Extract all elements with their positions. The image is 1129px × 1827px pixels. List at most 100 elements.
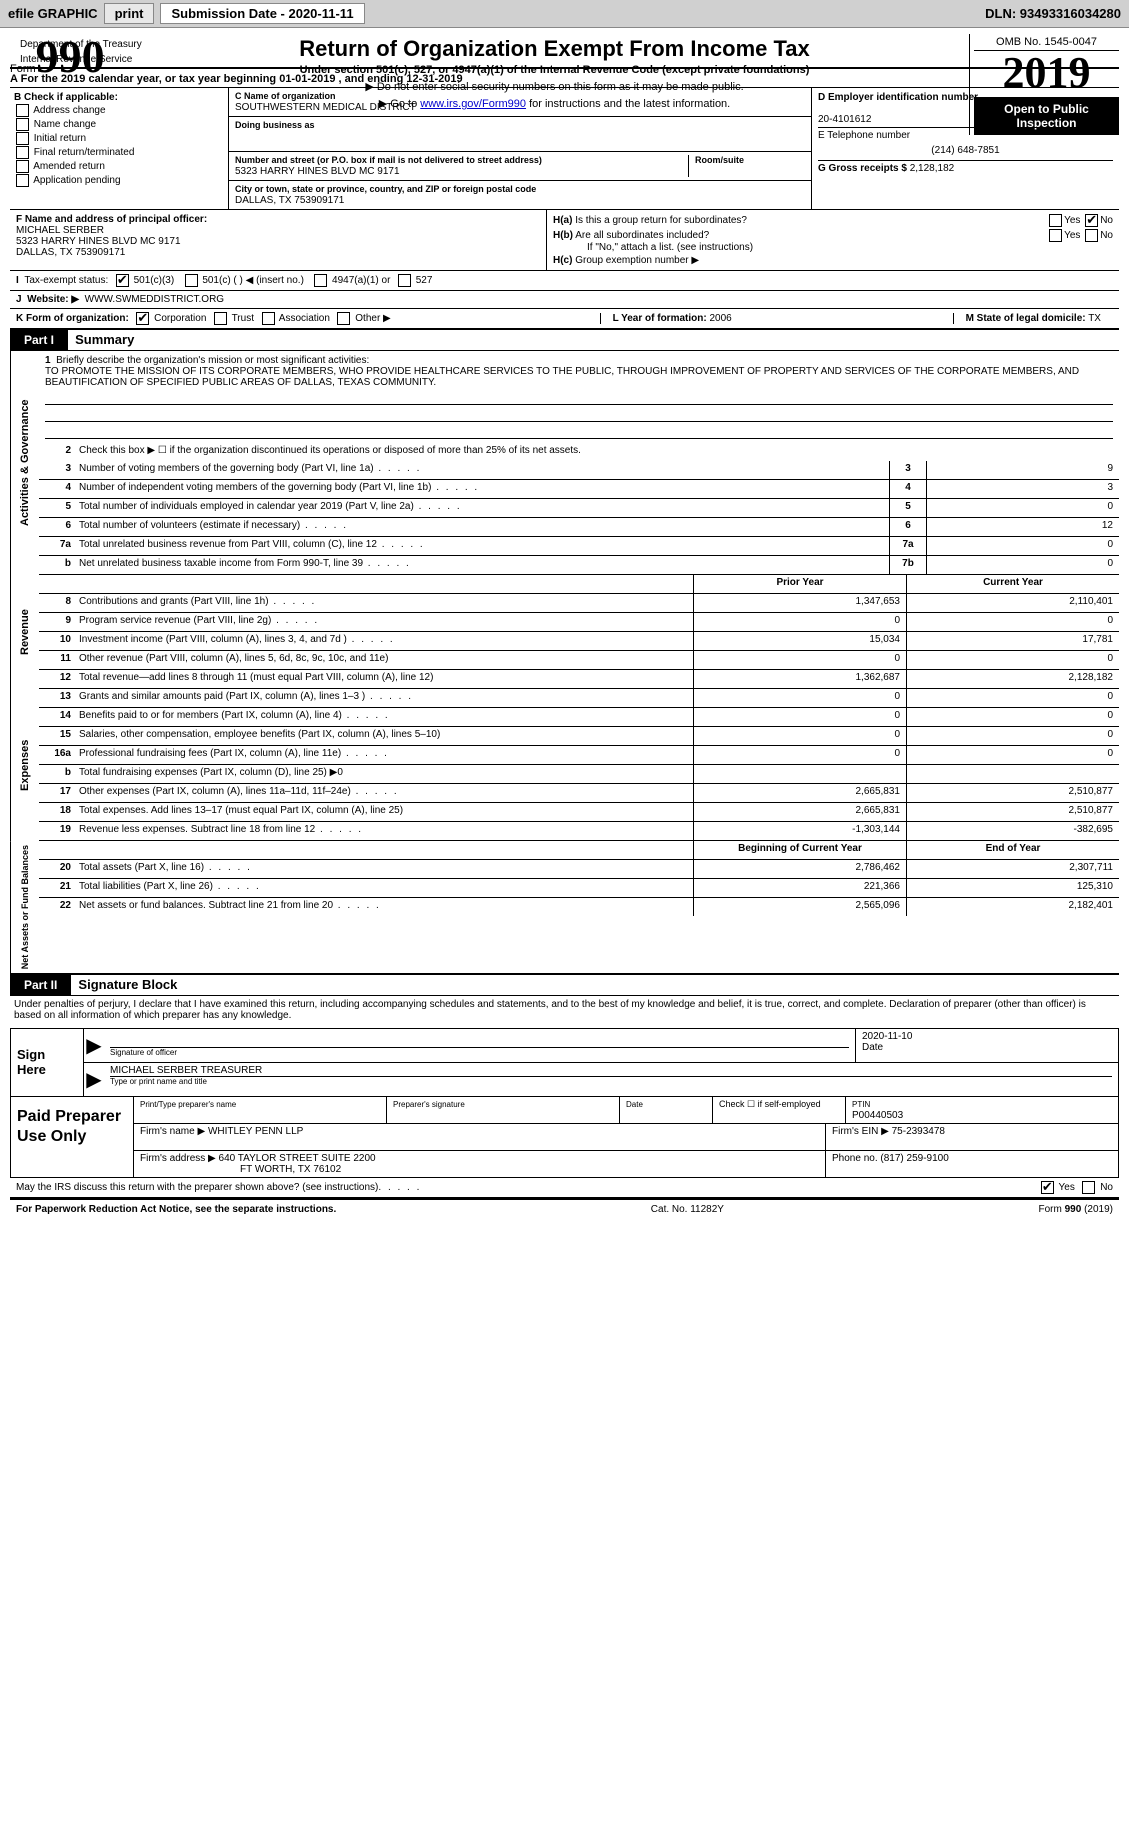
firm-ein: 75-2393478	[892, 1126, 945, 1137]
website-row: J Website: ▶ WWW.SWMEDDISTRICT.ORG	[10, 291, 1119, 309]
l10-curr: 17,781	[906, 632, 1119, 650]
chk-application[interactable]: Application pending	[14, 174, 224, 187]
chk-final[interactable]: Final return/terminated	[14, 146, 224, 159]
catalog-number: Cat. No. 11282Y	[651, 1204, 724, 1215]
arrow-icon: ▶	[84, 1063, 104, 1096]
discuss-yes[interactable]: Yes	[1039, 1181, 1075, 1194]
l12-curr: 2,128,182	[906, 670, 1119, 688]
chk-corp[interactable]: Corporation	[134, 313, 206, 324]
viewer-toolbar: efile GRAPHIC print Submission Date - 20…	[0, 0, 1129, 28]
l18-curr: 2,510,877	[906, 803, 1119, 821]
self-employed-check[interactable]: Check ☐ if self-employed	[713, 1097, 846, 1123]
l15-curr: 0	[906, 727, 1119, 745]
chk-name[interactable]: Name change	[14, 118, 224, 131]
city-state-zip: DALLAS, TX 753909171	[235, 195, 344, 206]
chk-address[interactable]: Address change	[14, 104, 224, 117]
chk-other[interactable]: Other ▶	[335, 313, 390, 324]
officer-name-title: MICHAEL SERBER TREASURER	[110, 1065, 262, 1076]
firm-addr1: 640 TAYLOR STREET SUITE 2200	[219, 1153, 376, 1164]
part2-header: Part II Signature Block	[10, 974, 1119, 996]
l19-curr: -382,695	[906, 822, 1119, 840]
year-formation: 2006	[709, 313, 731, 324]
identity-section: B Check if applicable: Address change Na…	[10, 87, 1119, 210]
sign-here-label: Sign Here	[11, 1029, 84, 1096]
submission-date-label: Submission Date - 2020-11-11	[160, 3, 364, 24]
chk-501c[interactable]: 501(c) ( ) ◀ (insert no.)	[183, 274, 304, 287]
pra-notice: For Paperwork Reduction Act Notice, see …	[16, 1204, 336, 1215]
part1-body: Activities & Governance 1 Briefly descri…	[10, 351, 1119, 575]
l20-begin: 2,786,462	[693, 860, 906, 878]
form-id-footer: Form 990 (2019)	[1039, 1204, 1113, 1215]
l7a-val: 0	[926, 537, 1119, 555]
discuss-row: May the IRS discuss this return with the…	[10, 1178, 1119, 1199]
org-name-address: C Name of organization SOUTHWESTERN MEDI…	[229, 88, 812, 209]
officer-group-row: F Name and address of principal officer:…	[10, 210, 1119, 271]
chk-amended[interactable]: Amended return	[14, 160, 224, 173]
website-url: WWW.SWMEDDISTRICT.ORG	[85, 294, 224, 305]
section-expenses: Expenses	[10, 689, 39, 841]
check-applicable-box: B Check if applicable: Address change Na…	[10, 88, 229, 209]
preparer-block: Paid Preparer Use Only Print/Type prepar…	[10, 1097, 1119, 1178]
principal-officer: F Name and address of principal officer:…	[10, 210, 547, 270]
l22-end: 2,182,401	[906, 898, 1119, 916]
l12-prior: 1,362,687	[693, 670, 906, 688]
l13-curr: 0	[906, 689, 1119, 707]
discuss-no[interactable]: No	[1080, 1181, 1113, 1194]
hb-yesno[interactable]: Yes No	[1047, 229, 1113, 242]
l22-begin: 2,565,096	[693, 898, 906, 916]
page-footer: For Paperwork Reduction Act Notice, see …	[10, 1199, 1119, 1219]
firm-phone: (817) 259-9100	[880, 1153, 948, 1164]
chk-527[interactable]: 527	[396, 274, 432, 287]
section-governance: Activities & Governance	[10, 351, 39, 575]
chk-trust[interactable]: Trust	[212, 313, 254, 324]
l4-val: 3	[926, 480, 1119, 498]
form-title: Return of Organization Exempt From Incom…	[144, 36, 965, 62]
l3-val: 9	[926, 461, 1119, 479]
paid-preparer-label: Paid Preparer Use Only	[11, 1097, 134, 1177]
state-domicile: TX	[1088, 313, 1101, 324]
l15-prior: 0	[693, 727, 906, 745]
l8-prior: 1,347,653	[693, 594, 906, 612]
ptin: P00440503	[852, 1110, 903, 1121]
telephone: (214) 648-7851	[931, 145, 999, 156]
l16a-prior: 0	[693, 746, 906, 764]
chk-501c3[interactable]: 501(c)(3)	[114, 274, 174, 287]
l16a-curr: 0	[906, 746, 1119, 764]
l18-prior: 2,665,831	[693, 803, 906, 821]
firm-addr2: FT WORTH, TX 76102	[240, 1164, 341, 1175]
l11-curr: 0	[906, 651, 1119, 669]
l17-curr: 2,510,877	[906, 784, 1119, 802]
arrow-icon: ▶	[84, 1029, 104, 1062]
expenses-section: Expenses 13Grants and similar amounts pa…	[10, 689, 1119, 841]
netassets-section: Net Assets or Fund Balances Beginning of…	[10, 841, 1119, 974]
l14-curr: 0	[906, 708, 1119, 726]
firm-name: WHITLEY PENN LLP	[208, 1126, 303, 1137]
mission-block: 1 Briefly describe the organization's mi…	[39, 351, 1119, 443]
part1-header: Part I Summary	[10, 329, 1119, 351]
l13-prior: 0	[693, 689, 906, 707]
l9-curr: 0	[906, 613, 1119, 631]
chk-initial[interactable]: Initial return	[14, 132, 224, 145]
group-return-box: H(a) Is this a group return for subordin…	[547, 210, 1119, 270]
section-revenue: Revenue	[10, 575, 39, 689]
print-button[interactable]: print	[104, 3, 155, 24]
mission-text: TO PROMOTE THE MISSION OF ITS CORPORATE …	[45, 366, 1079, 388]
chk-assoc[interactable]: Association	[260, 313, 330, 324]
l21-end: 125,310	[906, 879, 1119, 897]
l11-prior: 0	[693, 651, 906, 669]
chk-4947[interactable]: 4947(a)(1) or	[312, 274, 390, 287]
org-name: SOUTHWESTERN MEDICAL DISTRICT	[235, 102, 416, 113]
l21-begin: 221,366	[693, 879, 906, 897]
declaration-text: Under penalties of perjury, I declare th…	[10, 996, 1119, 1024]
l10-prior: 15,034	[693, 632, 906, 650]
ein: 20-4101612	[818, 114, 871, 125]
l20-end: 2,307,711	[906, 860, 1119, 878]
section-netassets: Net Assets or Fund Balances	[10, 841, 39, 973]
ha-yesno[interactable]: Yes No	[1047, 214, 1113, 227]
l5-val: 0	[926, 499, 1119, 517]
dln-label: DLN: 93493316034280	[985, 6, 1121, 21]
l7b-val: 0	[926, 556, 1119, 574]
l8-curr: 2,110,401	[906, 594, 1119, 612]
l6-val: 12	[926, 518, 1119, 536]
form-org-row: K Form of organization: Corporation Trus…	[10, 309, 1119, 329]
